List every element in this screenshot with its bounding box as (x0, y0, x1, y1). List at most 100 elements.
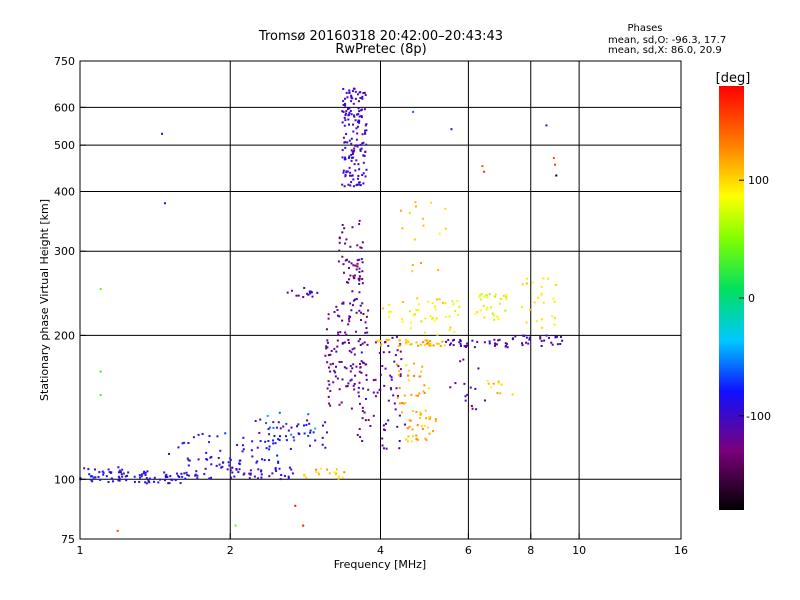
echo-point (181, 442, 184, 445)
echo-point (420, 425, 423, 428)
echo-point (303, 474, 306, 477)
echo-point (295, 294, 298, 297)
echo-point (118, 477, 121, 480)
x-tick-label: 4 (377, 544, 384, 557)
echo-point (344, 175, 347, 178)
echo-point (390, 376, 393, 379)
echo-point (277, 421, 280, 424)
echo-point (399, 350, 402, 353)
echo-point (353, 353, 356, 356)
echo-point (342, 110, 345, 113)
echo-point (265, 422, 268, 425)
echo-point (326, 339, 329, 342)
echo-point (152, 480, 155, 483)
echo-point (348, 111, 351, 114)
echo-point (398, 414, 401, 417)
x-tick-label: 8 (527, 544, 534, 557)
echo-point (348, 107, 351, 110)
echo-point (376, 391, 379, 394)
echo-point (183, 441, 186, 444)
echo-point (345, 281, 348, 284)
echo-point (389, 310, 392, 313)
echo-point (272, 442, 275, 445)
echo-point (357, 107, 360, 110)
echo-point (359, 338, 362, 341)
echo-point (398, 447, 401, 450)
echo-point (117, 466, 120, 469)
echo-point (412, 110, 415, 113)
echo-point (555, 174, 558, 177)
echo-point (431, 317, 434, 320)
echo-point (382, 424, 385, 427)
echo-point (367, 309, 370, 312)
echo-point (336, 377, 339, 380)
echo-point (357, 174, 360, 177)
echo-point (347, 183, 350, 186)
echo-point (342, 87, 345, 90)
echo-point (528, 336, 531, 339)
echo-point (206, 458, 209, 461)
echo-point (412, 314, 415, 317)
echo-point (290, 468, 293, 471)
echo-point (353, 298, 356, 301)
echo-point (495, 343, 498, 346)
echo-point (471, 339, 474, 342)
echo-point (357, 119, 360, 122)
echo-point (500, 383, 503, 386)
echo-point (210, 463, 213, 466)
echo-point (372, 414, 375, 417)
echo-point (186, 474, 189, 477)
echo-point (306, 292, 309, 295)
echo-point (325, 328, 328, 331)
echo-point (382, 307, 385, 310)
echo-point (332, 381, 335, 384)
echo-point (474, 387, 477, 390)
echo-point (351, 367, 354, 370)
echo-point (411, 264, 414, 267)
echo-point (242, 436, 245, 439)
echo-point (348, 260, 351, 263)
echo-point (254, 419, 257, 422)
echo-point (358, 183, 361, 186)
grid-lines (80, 61, 681, 539)
echo-point (485, 294, 488, 297)
echo-point (347, 317, 350, 320)
echo-point (413, 313, 416, 316)
echo-point (423, 424, 426, 427)
echo-point (360, 258, 363, 261)
echo-point (125, 479, 128, 482)
echo-point (438, 298, 441, 301)
echo-point (267, 439, 270, 442)
echo-point (315, 471, 318, 474)
echo-point (169, 475, 172, 478)
echo-point (353, 274, 356, 277)
echo-point (387, 315, 390, 318)
echo-point (349, 110, 352, 113)
echo-point (540, 285, 543, 288)
x-axis-ticks: 1 2 4 6 8 10 16 (77, 533, 688, 557)
echo-point (353, 277, 356, 280)
echo-point (537, 296, 540, 299)
echo-point (338, 241, 341, 244)
echo-point (334, 472, 337, 475)
echo-point (432, 430, 435, 433)
echo-point (164, 476, 167, 479)
echo-point (349, 302, 352, 305)
echo-point (361, 406, 364, 409)
echo-point (359, 96, 362, 99)
echo-point (356, 132, 359, 135)
echo-point (358, 309, 361, 312)
echo-point (358, 279, 361, 282)
echo-point (355, 113, 358, 116)
echo-point (167, 482, 170, 485)
echo-point (116, 529, 119, 532)
echo-point (260, 469, 263, 472)
echo-point (367, 388, 370, 391)
echo-point (506, 346, 509, 349)
echo-point (434, 308, 437, 311)
echo-point (416, 438, 419, 441)
echo-point (350, 113, 353, 116)
echo-point (83, 467, 86, 470)
echo-point (350, 100, 353, 103)
echo-point (448, 329, 451, 332)
